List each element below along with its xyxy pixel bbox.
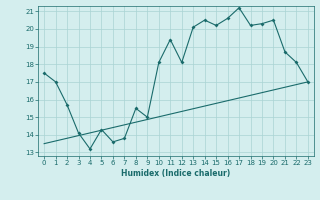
X-axis label: Humidex (Indice chaleur): Humidex (Indice chaleur)	[121, 169, 231, 178]
